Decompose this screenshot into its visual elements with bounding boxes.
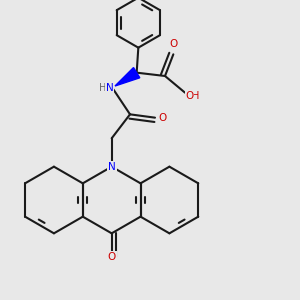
Polygon shape: [115, 68, 140, 86]
Text: N: N: [108, 162, 116, 172]
Text: H: H: [192, 91, 200, 101]
Text: O: O: [107, 252, 116, 262]
Text: O: O: [169, 39, 178, 49]
Text: O: O: [158, 113, 166, 123]
Text: H: H: [99, 83, 106, 93]
Text: N: N: [106, 83, 113, 93]
Text: O: O: [186, 91, 194, 101]
